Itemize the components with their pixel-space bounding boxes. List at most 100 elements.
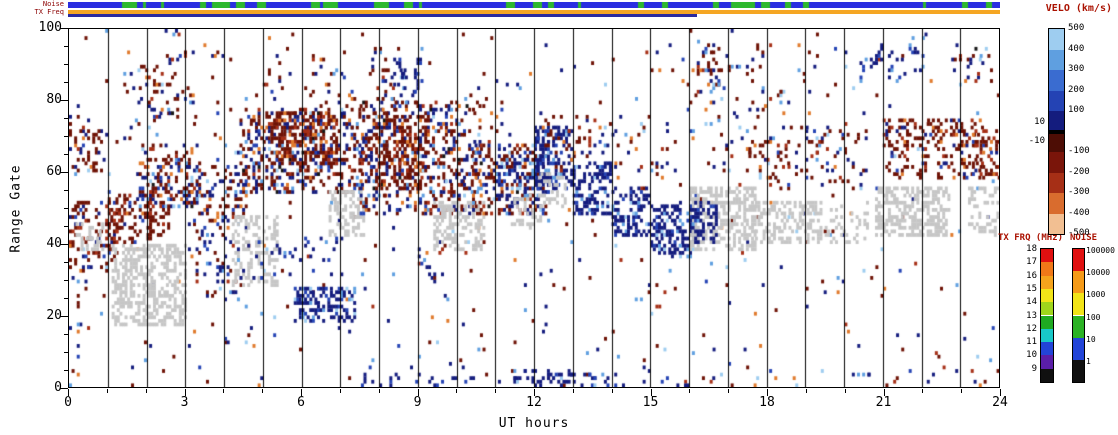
x-minor-tick — [262, 389, 264, 393]
txfreq-indicator-strip-overlay — [68, 14, 698, 17]
x-major-tick — [883, 389, 885, 396]
x-minor-tick — [728, 389, 730, 393]
y-minor-tick — [64, 64, 68, 65]
y-minor-tick — [64, 154, 68, 155]
y-tick-label: 60 — [46, 164, 62, 179]
noise-colorbar-segment — [1073, 359, 1084, 382]
velocity-colorbar-segment — [1049, 152, 1064, 173]
x-minor-tick — [339, 389, 341, 393]
y-minor-tick — [64, 370, 68, 371]
x-axis-title: UT hours — [498, 416, 570, 431]
noise-colorbar-title: NOISE — [1070, 233, 1098, 243]
y-minor-tick — [64, 262, 68, 263]
velocity-colorbar-tick-label: 10 — [1034, 117, 1045, 128]
velocity-colorbar-tick-label: 100 — [1068, 105, 1085, 115]
txfrq-colorbar-segment — [1041, 249, 1053, 263]
x-minor-tick — [378, 389, 380, 393]
x-minor-tick — [106, 389, 108, 393]
x-minor-tick — [572, 389, 574, 393]
txfrq-colorbar-segment — [1041, 288, 1053, 303]
x-tick-label: 21 — [875, 395, 892, 410]
txfrq-colorbar-tick-label: 18 — [1026, 244, 1037, 254]
scatter-plot-canvas — [69, 29, 999, 387]
velocity-colorbar-segment — [1049, 193, 1064, 214]
x-minor-tick — [961, 389, 963, 393]
noise-colorbar-segment — [1073, 337, 1084, 360]
velocity-colorbar-tick-label: 400 — [1068, 43, 1085, 54]
velocity-colorbar-tick-label: -300 — [1068, 187, 1090, 197]
x-major-tick — [417, 389, 419, 396]
txfrq-colorbar-tick-label: 14 — [1026, 297, 1037, 308]
y-major-tick — [60, 28, 68, 29]
y-minor-tick — [64, 280, 68, 281]
x-tick-label: 6 — [297, 395, 305, 410]
y-major-tick — [60, 244, 68, 245]
y-major-tick — [60, 172, 68, 173]
txfrq-colorbar-tick-label: 17 — [1026, 257, 1037, 268]
noise-colorbar-segment — [1073, 315, 1084, 338]
x-major-tick — [650, 389, 652, 396]
y-major-tick — [60, 100, 68, 101]
x-tick-label: 0 — [64, 395, 72, 410]
y-minor-tick — [64, 226, 68, 227]
txfrq-colorbar-segment — [1041, 302, 1053, 316]
x-major-tick — [767, 389, 768, 396]
txfrq-colorbar-segment — [1041, 262, 1053, 276]
noise-strip-label: Noise — [42, 0, 64, 8]
x-tick-label: 18 — [759, 395, 775, 410]
velocity-colorbar-segment — [1049, 213, 1064, 234]
txfrq-colorbar-tick-label: 12 — [1026, 323, 1037, 334]
txfrq-colorbar-tick-label: 10 — [1026, 350, 1037, 361]
y-axis-title: Range Gate — [8, 164, 24, 253]
velocity-colorbar-tick-label: -10 — [1028, 135, 1045, 146]
x-major-tick — [301, 389, 302, 396]
x-minor-tick — [922, 389, 924, 393]
txfrq-colorbar-segment — [1041, 328, 1053, 343]
txfrq-colorbar-title: TX FRQ (MHz) — [998, 233, 1064, 243]
x-minor-tick — [223, 389, 225, 393]
x-tick-label: 3 — [180, 395, 189, 410]
noise-colorbar-segment — [1073, 271, 1084, 294]
x-major-tick — [184, 389, 186, 396]
y-minor-tick — [64, 208, 68, 209]
txfrq-colorbar — [1040, 248, 1054, 383]
txfrq-colorbar-segment — [1041, 315, 1053, 329]
x-minor-tick — [611, 389, 613, 393]
velocity-colorbar-tick-label: -500 — [1068, 228, 1090, 238]
y-major-tick — [60, 388, 68, 389]
txfrq-colorbar-segment — [1041, 275, 1053, 289]
y-minor-tick — [64, 334, 68, 335]
y-tick-label: 100 — [38, 20, 62, 35]
x-minor-tick — [495, 389, 497, 393]
noise-colorbar-segment — [1073, 249, 1084, 272]
x-minor-tick — [689, 389, 691, 393]
velocity-colorbar-tick-label: -400 — [1068, 207, 1090, 218]
txfrq-colorbar-tick-label: 15 — [1026, 283, 1037, 294]
velocity-colorbar-tick-label: -100 — [1068, 146, 1090, 156]
velocity-colorbar-segment — [1049, 29, 1064, 50]
velocity-colorbar-tick-label: 300 — [1068, 64, 1085, 74]
txfrq-colorbar-segment — [1041, 368, 1053, 382]
noise-colorbar-tick-label: 10000 — [1086, 268, 1111, 278]
x-tick-label: 24 — [992, 395, 1008, 410]
x-minor-tick — [805, 389, 807, 393]
txfrq-colorbar-tick-label: 16 — [1026, 270, 1037, 281]
velocity-colorbar-tick-label: 500 — [1068, 23, 1085, 33]
velocity-colorbar-segment — [1049, 172, 1064, 193]
txfrq-colorbar-tick-label: 13 — [1026, 310, 1037, 321]
velocity-colorbar-title: VELO (km/s) — [1045, 3, 1112, 14]
noise-colorbar-tick-label: 1 — [1086, 356, 1091, 366]
x-tick-label: 9 — [413, 395, 422, 410]
noise-indicator-strip — [68, 2, 1000, 8]
y-tick-label: 40 — [46, 236, 62, 251]
velocity-colorbar-tick-label: -200 — [1068, 166, 1090, 177]
y-tick-label: 0 — [54, 380, 62, 395]
y-minor-tick — [64, 352, 68, 353]
x-minor-tick — [456, 389, 458, 393]
x-major-tick — [534, 389, 535, 396]
y-minor-tick — [64, 136, 68, 137]
x-major-tick — [68, 389, 69, 396]
velocity-colorbar-tick-label: 200 — [1068, 84, 1085, 95]
velocity-colorbar-segment — [1049, 70, 1064, 91]
